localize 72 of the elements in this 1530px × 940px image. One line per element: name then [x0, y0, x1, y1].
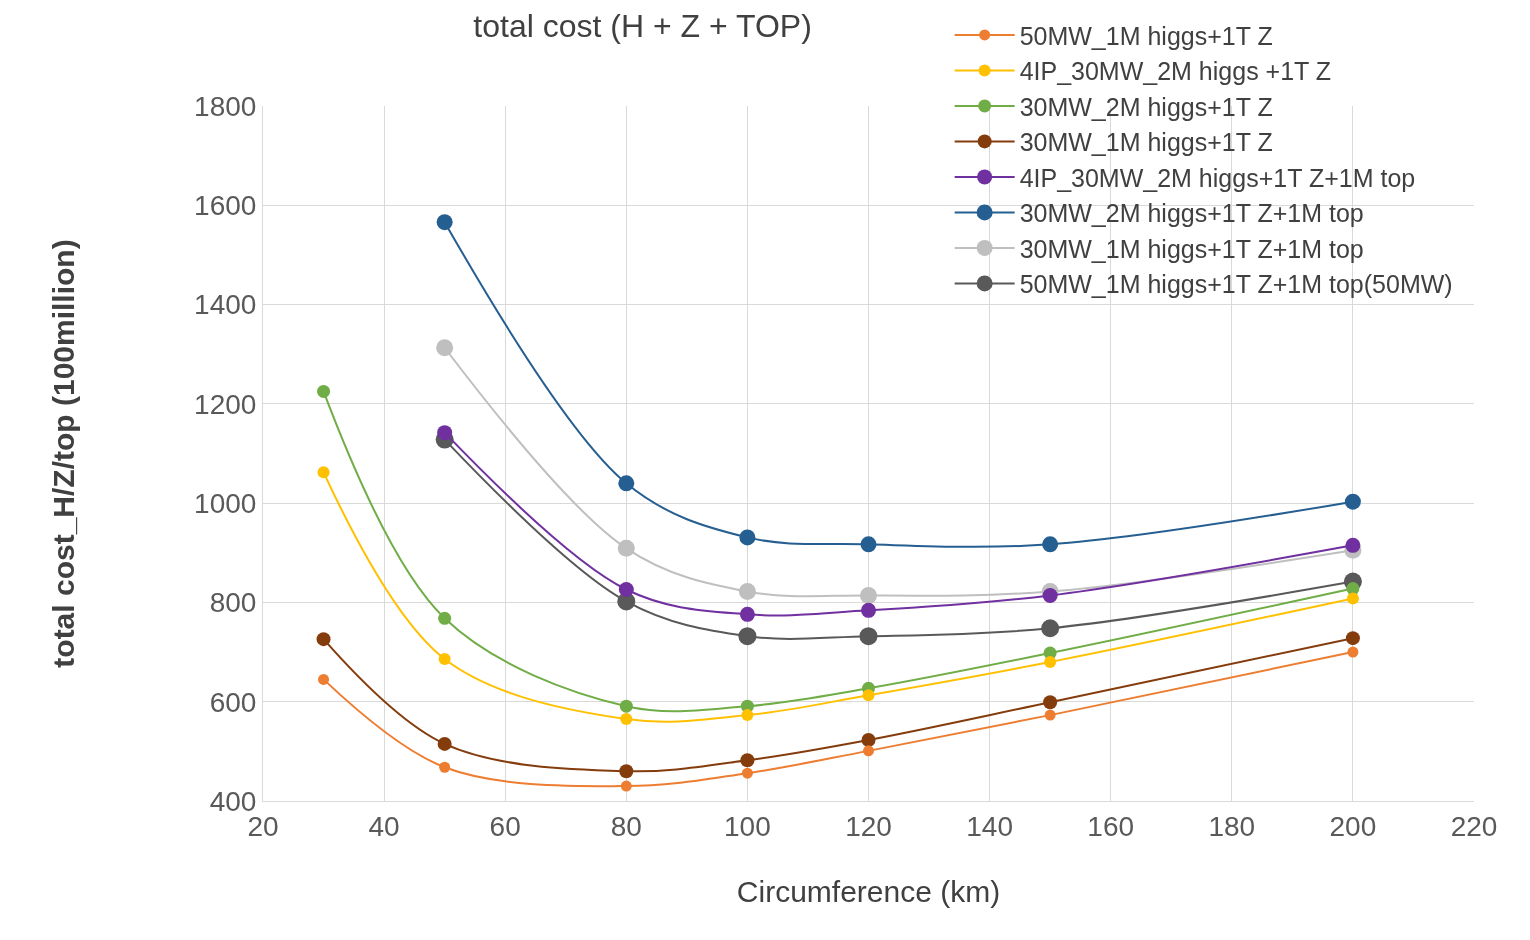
point [436, 339, 454, 357]
point [863, 745, 874, 757]
y-tick-label: 1000 [194, 487, 257, 519]
legend-label: 4IP_30MW_2M higgs +1T Z [1019, 57, 1332, 86]
point [738, 627, 757, 646]
legend-label: 30MW_1M higgs+1T Z+1M top [1019, 234, 1364, 263]
y-tick-label: 600 [209, 686, 257, 718]
point [620, 780, 632, 792]
point [619, 764, 634, 779]
point [439, 761, 451, 773]
point [617, 539, 635, 557]
chart-title: total cost (H + Z + TOP) [473, 7, 812, 44]
point [619, 699, 633, 713]
point [316, 632, 331, 647]
legend-label: 50MW_1M higgs+1T Z [1019, 21, 1273, 50]
point [1347, 646, 1359, 658]
point [1346, 582, 1360, 596]
point [436, 214, 453, 231]
point [740, 753, 755, 768]
point [1345, 631, 1360, 646]
point [318, 673, 330, 685]
point [1044, 709, 1056, 721]
x-tick-label: 160 [1087, 810, 1135, 842]
point [1043, 695, 1058, 710]
y-axis-title: total cost_H/Z/top (100million) [47, 239, 81, 668]
point [317, 466, 330, 479]
point [1345, 537, 1361, 553]
point [1042, 536, 1059, 553]
point [738, 583, 756, 600]
point [1346, 592, 1359, 605]
x-tick-label: 120 [845, 810, 892, 842]
x-tick-label: 220 [1450, 810, 1498, 842]
point [860, 586, 877, 604]
point [861, 732, 876, 747]
y-tick-label: 1400 [194, 289, 257, 321]
point [741, 709, 754, 722]
point [1041, 619, 1060, 638]
point [437, 425, 453, 441]
point [437, 736, 452, 751]
point [1044, 656, 1057, 668]
x-tick-label: 140 [966, 810, 1013, 842]
point [438, 611, 452, 625]
point [739, 529, 756, 546]
x-tick-label: 180 [1208, 810, 1256, 842]
point [620, 713, 633, 726]
point [438, 653, 451, 666]
y-tick-label: 1600 [194, 190, 257, 222]
point [618, 475, 635, 492]
point [618, 582, 634, 598]
legend-label: 30MW_2M higgs+1T Z [1019, 92, 1273, 121]
point [741, 767, 753, 779]
point [1042, 587, 1058, 603]
point [861, 602, 876, 618]
y-tick-label: 1800 [194, 90, 257, 122]
point [739, 606, 755, 622]
y-tick-label: 800 [209, 587, 257, 619]
x-tick-label: 100 [724, 810, 771, 842]
legend-label: 30MW_1M higgs+1T Z [1019, 128, 1273, 157]
point [862, 689, 875, 702]
point [317, 384, 331, 398]
point [1344, 493, 1361, 510]
x-axis-title: Circumference (km) [736, 875, 1001, 909]
x-tick-label: 60 [489, 810, 521, 842]
legend-label: 30MW_2M higgs+1T Z+1M top [1019, 199, 1364, 228]
point [860, 536, 877, 553]
legend-label: 4IP_30MW_2M higgs+1T Z+1M top [1019, 163, 1416, 192]
x-tick-label: 40 [368, 810, 400, 842]
point [859, 627, 878, 646]
legend-label: 50MW_1M higgs+1T Z+1M top(50MW) [1019, 270, 1453, 299]
x-tick-label: 80 [610, 810, 642, 842]
x-tick-label: 200 [1329, 810, 1377, 842]
y-tick-label: 1200 [194, 388, 257, 420]
